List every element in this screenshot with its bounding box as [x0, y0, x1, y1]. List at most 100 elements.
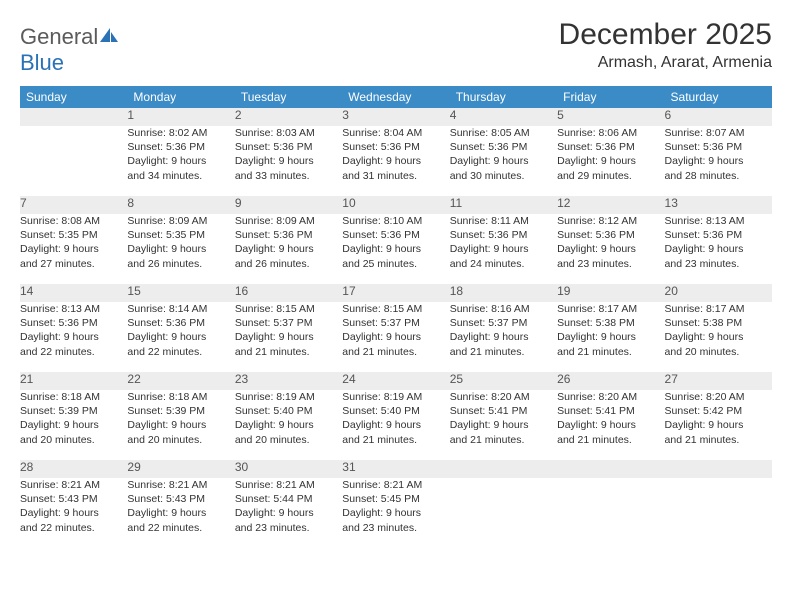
day-cell: Sunrise: 8:20 AMSunset: 5:41 PMDaylight:… [450, 390, 557, 460]
sunset-text: Sunset: 5:37 PM [235, 316, 342, 330]
sunrise-text: Sunrise: 8:19 AM [342, 390, 449, 404]
day-number: 19 [557, 284, 664, 302]
daylight-text: and 26 minutes. [127, 257, 234, 271]
day-content-row: Sunrise: 8:13 AMSunset: 5:36 PMDaylight:… [20, 302, 772, 372]
day-number [665, 460, 772, 478]
sunrise-text: Sunrise: 8:21 AM [20, 478, 127, 492]
day-number: 1 [127, 108, 234, 126]
day-cell: Sunrise: 8:18 AMSunset: 5:39 PMDaylight:… [20, 390, 127, 460]
day-cell: Sunrise: 8:05 AMSunset: 5:36 PMDaylight:… [450, 126, 557, 196]
day-cell: Sunrise: 8:11 AMSunset: 5:36 PMDaylight:… [450, 214, 557, 284]
day-number: 10 [342, 196, 449, 214]
day-number: 21 [20, 372, 127, 390]
day-content-row: Sunrise: 8:21 AMSunset: 5:43 PMDaylight:… [20, 478, 772, 538]
day-content-row: Sunrise: 8:02 AMSunset: 5:36 PMDaylight:… [20, 126, 772, 196]
daylight-text: and 21 minutes. [342, 345, 449, 359]
daylight-text: Daylight: 9 hours [342, 506, 449, 520]
day-number: 23 [235, 372, 342, 390]
day-cell: Sunrise: 8:21 AMSunset: 5:43 PMDaylight:… [127, 478, 234, 538]
daylight-text: Daylight: 9 hours [20, 418, 127, 432]
day-cell: Sunrise: 8:04 AMSunset: 5:36 PMDaylight:… [342, 126, 449, 196]
day-cell: Sunrise: 8:10 AMSunset: 5:36 PMDaylight:… [342, 214, 449, 284]
day-number: 6 [665, 108, 772, 126]
sunset-text: Sunset: 5:39 PM [20, 404, 127, 418]
sunrise-text: Sunrise: 8:05 AM [450, 126, 557, 140]
day-number: 18 [450, 284, 557, 302]
daylight-text: and 27 minutes. [20, 257, 127, 271]
header: General Blue December 2025 Armash, Arara… [20, 18, 772, 76]
day-cell: Sunrise: 8:21 AMSunset: 5:45 PMDaylight:… [342, 478, 449, 538]
day-cell: Sunrise: 8:13 AMSunset: 5:36 PMDaylight:… [665, 214, 772, 284]
day-number: 9 [235, 196, 342, 214]
sunset-text: Sunset: 5:36 PM [235, 140, 342, 154]
sunrise-text: Sunrise: 8:09 AM [235, 214, 342, 228]
day-number: 13 [665, 196, 772, 214]
day-cell: Sunrise: 8:13 AMSunset: 5:36 PMDaylight:… [20, 302, 127, 372]
day-number: 12 [557, 196, 664, 214]
daylight-text: Daylight: 9 hours [235, 506, 342, 520]
day-cell: Sunrise: 8:21 AMSunset: 5:43 PMDaylight:… [20, 478, 127, 538]
daylight-text: Daylight: 9 hours [665, 330, 772, 344]
day-number: 11 [450, 196, 557, 214]
sunset-text: Sunset: 5:45 PM [342, 492, 449, 506]
day-number: 5 [557, 108, 664, 126]
daylight-text: and 31 minutes. [342, 169, 449, 183]
day-cell [557, 478, 664, 538]
logo-word2: Blue [20, 50, 64, 75]
daylight-text: and 20 minutes. [127, 433, 234, 447]
day-number: 7 [20, 196, 127, 214]
daylight-text: Daylight: 9 hours [450, 330, 557, 344]
day-cell: Sunrise: 8:09 AMSunset: 5:35 PMDaylight:… [127, 214, 234, 284]
daylight-text: and 22 minutes. [127, 345, 234, 359]
daylight-text: and 22 minutes. [127, 521, 234, 535]
sunset-text: Sunset: 5:36 PM [557, 228, 664, 242]
daylight-text: Daylight: 9 hours [450, 154, 557, 168]
daylight-text: and 26 minutes. [235, 257, 342, 271]
daylight-text: and 29 minutes. [557, 169, 664, 183]
title-block: December 2025 Armash, Ararat, Armenia [559, 18, 772, 72]
day-cell: Sunrise: 8:15 AMSunset: 5:37 PMDaylight:… [235, 302, 342, 372]
sunset-text: Sunset: 5:38 PM [665, 316, 772, 330]
day-number-row: 14151617181920 [20, 284, 772, 302]
daylight-text: Daylight: 9 hours [20, 506, 127, 520]
sunrise-text: Sunrise: 8:16 AM [450, 302, 557, 316]
daylight-text: Daylight: 9 hours [342, 330, 449, 344]
daylight-text: and 21 minutes. [665, 433, 772, 447]
sunset-text: Sunset: 5:36 PM [342, 140, 449, 154]
daylight-text: Daylight: 9 hours [557, 330, 664, 344]
logo-text: General Blue [20, 24, 120, 76]
day-number: 15 [127, 284, 234, 302]
sunrise-text: Sunrise: 8:04 AM [342, 126, 449, 140]
daylight-text: and 23 minutes. [235, 521, 342, 535]
day-cell: Sunrise: 8:06 AMSunset: 5:36 PMDaylight:… [557, 126, 664, 196]
daylight-text: and 28 minutes. [665, 169, 772, 183]
day-content-row: Sunrise: 8:18 AMSunset: 5:39 PMDaylight:… [20, 390, 772, 460]
day-number-row: 78910111213 [20, 196, 772, 214]
daylight-text: Daylight: 9 hours [557, 242, 664, 256]
day-number [450, 460, 557, 478]
daylight-text: Daylight: 9 hours [342, 242, 449, 256]
sunset-text: Sunset: 5:39 PM [127, 404, 234, 418]
day-cell [450, 478, 557, 538]
day-cell: Sunrise: 8:17 AMSunset: 5:38 PMDaylight:… [557, 302, 664, 372]
day-cell: Sunrise: 8:20 AMSunset: 5:42 PMDaylight:… [665, 390, 772, 460]
daylight-text: and 33 minutes. [235, 169, 342, 183]
daylight-text: and 21 minutes. [235, 345, 342, 359]
daylight-text: and 30 minutes. [450, 169, 557, 183]
daylight-text: and 21 minutes. [557, 345, 664, 359]
daylight-text: Daylight: 9 hours [557, 418, 664, 432]
sunrise-text: Sunrise: 8:21 AM [127, 478, 234, 492]
sunrise-text: Sunrise: 8:21 AM [235, 478, 342, 492]
sunrise-text: Sunrise: 8:07 AM [665, 126, 772, 140]
logo: General Blue [20, 18, 120, 76]
sunset-text: Sunset: 5:44 PM [235, 492, 342, 506]
daylight-text: Daylight: 9 hours [235, 418, 342, 432]
sunrise-text: Sunrise: 8:11 AM [450, 214, 557, 228]
sunrise-text: Sunrise: 8:15 AM [342, 302, 449, 316]
day-cell: Sunrise: 8:02 AMSunset: 5:36 PMDaylight:… [127, 126, 234, 196]
day-cell: Sunrise: 8:18 AMSunset: 5:39 PMDaylight:… [127, 390, 234, 460]
daylight-text: Daylight: 9 hours [665, 154, 772, 168]
sunset-text: Sunset: 5:40 PM [342, 404, 449, 418]
sunrise-text: Sunrise: 8:17 AM [665, 302, 772, 316]
weekday-header-row: Sunday Monday Tuesday Wednesday Thursday… [20, 86, 772, 108]
